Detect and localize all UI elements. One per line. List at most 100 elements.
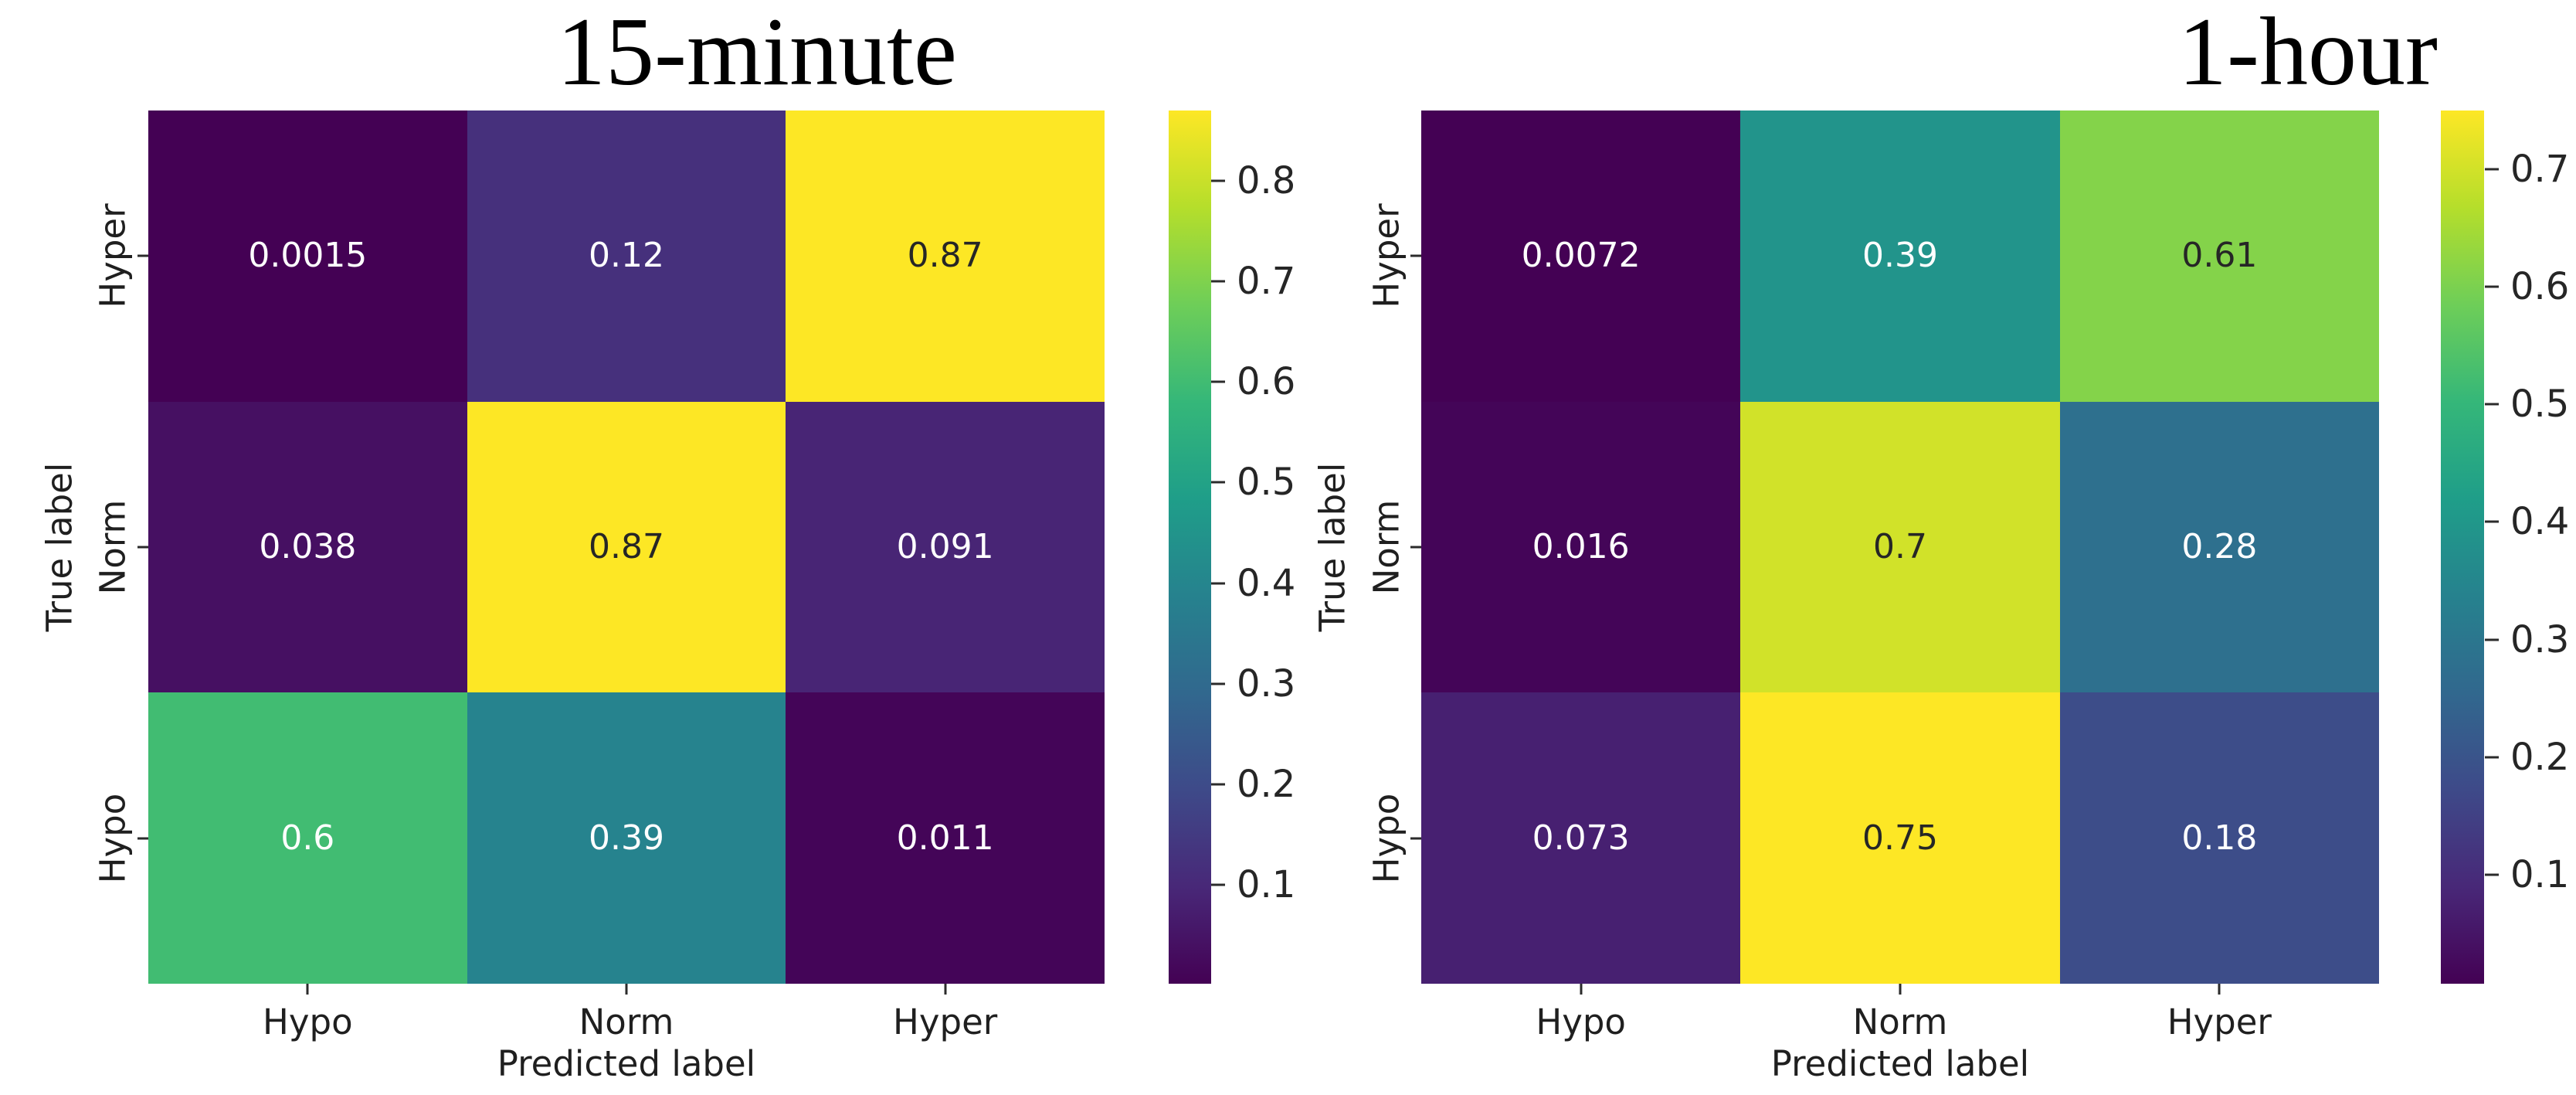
x-tick-marks [1421,984,2379,995]
heatmap-cell: 0.073 [1421,692,1741,984]
y-tick-label: Hyper [92,203,134,308]
colorbar-tick-mark [2485,520,2499,523]
heatmap-cell: 0.28 [2059,401,2379,693]
colorbar-tick-label: 0.1 [1237,862,1296,906]
heatmap-grid: 0.0072 0.39 0.61 0.016 0.7 0.28 0.073 0.75 0.18 [1421,111,2379,984]
colorbar-gradient [1169,111,1211,984]
colorbar-tick-label: 0.3 [2510,617,2570,661]
y-tick-mark [137,837,148,840]
cell-value: 0.39 [1862,236,1938,276]
y-tick-label: Norm [92,499,134,595]
cell-value: 0.12 [589,236,664,276]
colorbar-tick-mark [2485,638,2499,641]
heatmap-axes: 0.0015 0.12 0.87 0.038 0.87 0.091 0.6 0.39 0.011 [148,111,1105,984]
y-tick-marks [1410,111,1421,984]
colorbar-tick-mark [1211,783,1225,786]
colorbar-tick-mark [1211,682,1225,685]
colorbar-tick-label: 0.2 [1237,762,1296,806]
cell-value: 0.87 [589,526,664,566]
colorbar-tick-mark [2485,285,2499,288]
x-tick-mark [1580,984,1583,995]
colorbar-tick-mark [2485,168,2499,171]
heatmap-cell: 0.0015 [148,111,467,402]
y-axis-label: True label [1312,462,1353,632]
heatmap-cell: 0.7 [1740,401,2060,693]
cell-value: 0.0072 [1521,236,1641,276]
heatmap-grid: 0.0015 0.12 0.87 0.038 0.87 0.091 0.6 0.39 0.011 [148,111,1105,984]
heatmap-cell: 0.18 [2059,692,2379,984]
x-tick-label: Hypo [1536,1001,1626,1042]
colorbar-tick-mark [2485,403,2499,406]
x-tick-label: Norm [1852,1001,1948,1042]
x-tick-label: Hyper [2167,1001,2272,1042]
panel-title: 1-hour [2178,0,2438,106]
colorbar-tick-label: 0.6 [2510,265,2570,309]
y-tick-label: Norm [1366,499,1407,595]
x-tick-mark [1899,984,1902,995]
panel-title: 15-minute [557,0,957,106]
colorbar-tick-mark [1211,380,1225,383]
heatmap-cell: 0.0072 [1421,111,1741,402]
colorbar-tick-mark [1211,582,1225,584]
colorbar-tick-mark [1211,280,1225,283]
heatmap-cell: 0.61 [2059,111,2379,402]
heatmap-cell: 0.6 [148,692,467,984]
cell-value: 0.39 [589,818,664,858]
x-tick-marks [148,984,1105,995]
cell-value: 0.0015 [248,236,368,276]
x-tick-label: Hypo [263,1001,353,1042]
colorbar-tick-mark [1211,179,1225,182]
colorbar-tick-mark [1211,481,1225,484]
cell-value: 0.75 [1862,818,1938,858]
heatmap-axes: 0.0072 0.39 0.61 0.016 0.7 0.28 0.073 0.75 0.18 [1421,111,2379,984]
heatmap-cell: 0.39 [1740,111,2060,402]
x-tick-mark [944,984,947,995]
colorbar-ticks: 0.7 0.6 0.5 0.4 0.3 0.2 0.1 [2485,111,2576,984]
colorbar-tick-label: 0.8 [1237,159,1296,203]
heatmap-cell: 0.75 [1740,692,2060,984]
cell-value: 0.016 [1532,526,1630,566]
colorbar-tick-label: 0.4 [2510,500,2570,544]
cell-value: 0.87 [907,236,983,276]
colorbar-ticks: 0.8 0.7 0.6 0.5 0.4 0.3 0.2 0.1 [1211,111,1312,984]
y-tick-mark [1410,837,1421,840]
y-tick-mark [137,546,148,549]
cell-value: 0.073 [1532,818,1630,858]
heatmap-cell: 0.87 [467,401,786,693]
y-tick-mark [1410,254,1421,257]
colorbar-tick-label: 0.5 [1237,461,1296,505]
colorbar-tick-label: 0.7 [2510,148,2570,192]
colorbar-tick-label: 0.3 [1237,661,1296,706]
y-tick-label: Hypo [92,793,134,883]
heatmap-cell: 0.39 [467,692,786,984]
cell-value: 0.6 [280,818,335,858]
colorbar-tick-label: 0.4 [1237,561,1296,605]
x-tick-mark [2218,984,2221,995]
heatmap-cell: 0.87 [786,111,1105,402]
x-axis-label: Predicted label [1770,1043,2030,1084]
cell-value: 0.7 [1873,526,1927,566]
x-tick-label: Hyper [893,1001,998,1042]
heatmap-cell: 0.091 [786,401,1105,693]
cell-value: 0.28 [2181,526,2258,566]
cell-value: 0.18 [2181,818,2258,858]
y-tick-marks [137,111,148,984]
cell-value: 0.011 [896,818,994,858]
cell-value: 0.091 [896,526,994,566]
heatmap-cell: 0.038 [148,401,467,693]
cell-value: 0.038 [259,526,357,566]
y-tick-mark [137,254,148,257]
colorbar-tick-label: 0.2 [2510,735,2570,779]
colorbar-tick-mark [2485,756,2499,759]
heatmap-cell: 0.016 [1421,401,1741,693]
heatmap-cell: 0.011 [786,692,1105,984]
x-tick-labels: Hypo Norm Hyper [1421,1003,2379,1046]
colorbar-tick-label: 0.7 [1237,260,1296,304]
cell-value: 0.61 [2181,236,2258,276]
colorbar-tick-mark [1211,883,1225,886]
colorbar-tick-mark [2485,873,2499,876]
x-axis-label: Predicted label [497,1043,756,1084]
y-tick-label: Hyper [1366,203,1407,308]
